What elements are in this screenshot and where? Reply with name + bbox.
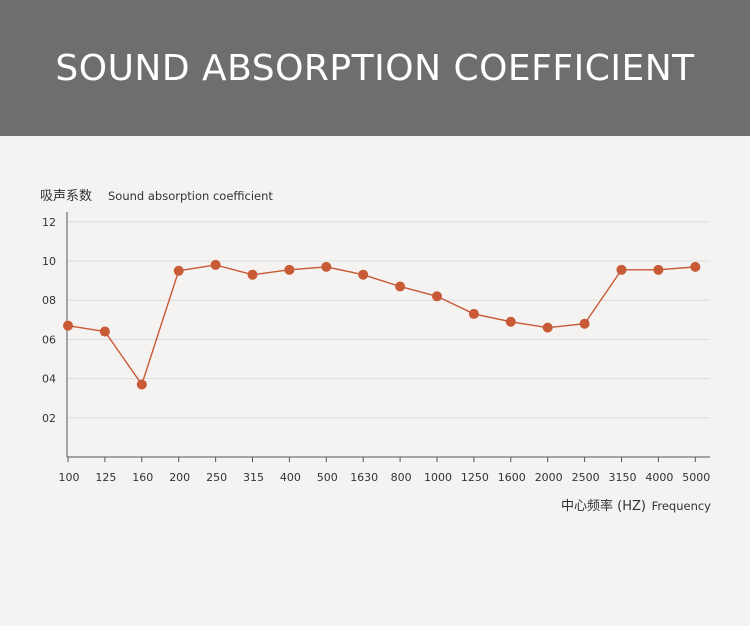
- y-axis-label-cn: 吸声系数: [40, 189, 92, 204]
- y-tick-label: 10: [42, 255, 56, 268]
- x-tick-label: 5000: [682, 471, 710, 484]
- x-tick-label: 315: [243, 471, 264, 484]
- data-point: [247, 269, 258, 280]
- data-point: [358, 269, 369, 280]
- y-tick-label: 02: [42, 412, 56, 425]
- data-point: [136, 379, 147, 390]
- title-banner: SOUND ABSORPTION COEFFICIENT: [0, 0, 750, 136]
- data-point: [210, 259, 221, 270]
- x-tick-label: 2000: [535, 471, 563, 484]
- x-tick-label: 800: [391, 471, 412, 484]
- x-tick-label: 400: [280, 471, 301, 484]
- chart-area: 吸声系数 Sound absorption coefficient 中心频率 (…: [0, 136, 750, 626]
- data-point: [690, 261, 701, 272]
- x-tick-label: 1600: [498, 471, 526, 484]
- data-point: [542, 322, 553, 333]
- x-tick-label: 200: [169, 471, 190, 484]
- absorption-line-chart: 吸声系数 Sound absorption coefficient 中心频率 (…: [40, 189, 712, 514]
- data-point: [173, 265, 184, 276]
- y-tick-label: 08: [42, 294, 56, 307]
- data-point: [284, 264, 295, 275]
- data-point: [653, 264, 664, 275]
- x-tick-label: 4000: [645, 471, 673, 484]
- y-tick-label: 06: [42, 333, 56, 346]
- data-point: [321, 261, 332, 272]
- x-tick-label: 500: [317, 471, 338, 484]
- y-tick-label: 12: [42, 216, 56, 229]
- x-tick-label: 160: [132, 471, 153, 484]
- x-tick-label: 100: [59, 471, 80, 484]
- data-point: [505, 316, 516, 327]
- x-tick-label: 2500: [572, 471, 600, 484]
- data-point: [395, 281, 406, 292]
- data-point: [579, 318, 590, 329]
- data-point: [99, 326, 110, 337]
- x-tick-label: 3150: [609, 471, 637, 484]
- data-point: [468, 308, 479, 319]
- data-point: [432, 291, 442, 302]
- y-axis-label: Sound absorption coefficient: [108, 189, 273, 203]
- x-tick-label: 1000: [424, 471, 452, 484]
- x-tick-label: 1250: [461, 471, 489, 484]
- page-title: SOUND ABSORPTION COEFFICIENT: [55, 47, 695, 89]
- data-point: [63, 320, 73, 331]
- x-axis-label-cn: 中心频率 (HZ): [561, 498, 646, 514]
- x-tick-label: 125: [95, 471, 116, 484]
- x-tick-label: 250: [206, 471, 227, 484]
- y-tick-label: 04: [42, 373, 56, 386]
- x-axis-label: Frequency: [652, 499, 712, 513]
- series-line: [67, 264, 696, 387]
- x-tick-label: 1630: [350, 471, 378, 484]
- data-point: [616, 264, 627, 275]
